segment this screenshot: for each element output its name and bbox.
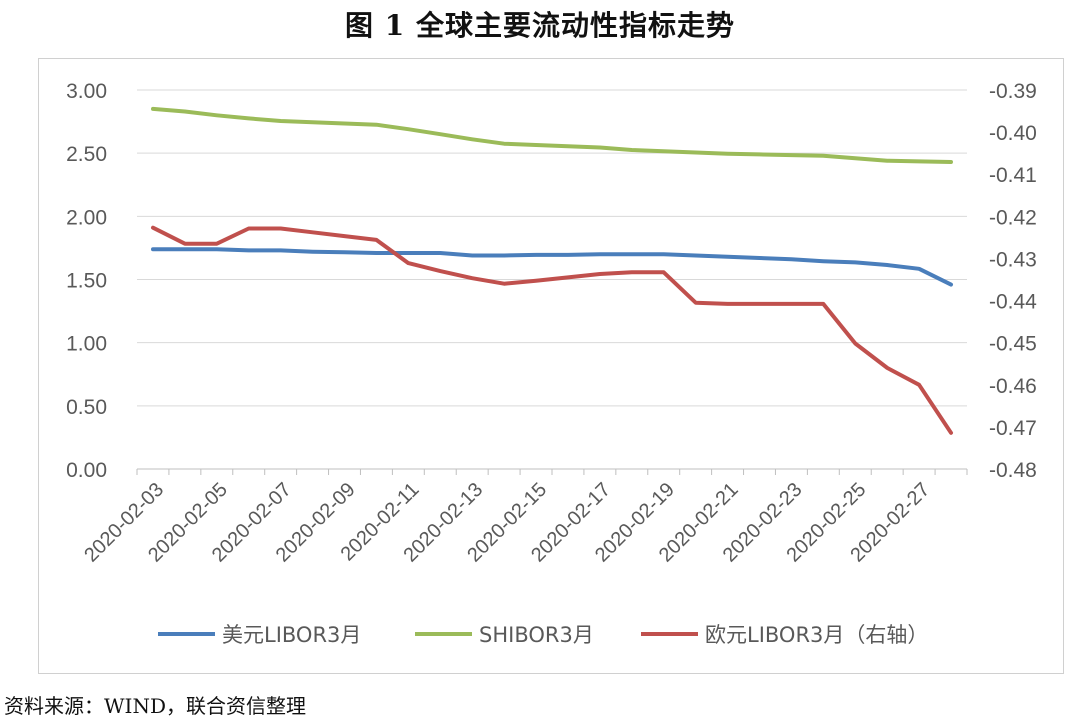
y-left-tick-label: 3.00 bbox=[66, 80, 107, 103]
y-right-tick-label: -0.48 bbox=[989, 459, 1037, 482]
series-line bbox=[151, 106, 953, 164]
y-right-tick-label: -0.41 bbox=[989, 164, 1037, 187]
y-right-tick-label: -0.42 bbox=[989, 206, 1037, 229]
y-left-tick-label: 2.50 bbox=[66, 143, 107, 166]
y-right-tick-label: -0.44 bbox=[989, 291, 1037, 314]
y-right-tick-label: -0.45 bbox=[989, 333, 1037, 356]
chart-title: 图 1 全球主要流动性指标走势 bbox=[345, 9, 735, 42]
y-left-tick-label: 2.00 bbox=[66, 206, 107, 229]
series-line bbox=[151, 225, 953, 435]
y-right-tick-label: -0.47 bbox=[989, 417, 1037, 440]
y-right-tick-label: -0.40 bbox=[989, 122, 1037, 145]
legend-label: SHIBOR3月 bbox=[479, 623, 594, 647]
y-left-tick-label: 0.50 bbox=[66, 396, 107, 419]
legend-label: 美元LIBOR3月 bbox=[222, 623, 361, 647]
chart-frame bbox=[38, 58, 1064, 674]
y-right-tick-label: -0.39 bbox=[989, 80, 1037, 103]
y-left-tick-label: 1.50 bbox=[66, 270, 107, 293]
y-left-tick-label: 0.00 bbox=[66, 459, 107, 482]
source-note: 资料来源：WIND，联合资信整理 bbox=[4, 694, 306, 718]
legend-label: 欧元LIBOR3月（右轴） bbox=[705, 623, 928, 647]
y-left-tick-label: 1.00 bbox=[66, 333, 107, 356]
series-line bbox=[151, 247, 953, 287]
y-right-tick-label: -0.46 bbox=[989, 375, 1037, 398]
y-right-tick-label: -0.43 bbox=[989, 248, 1037, 271]
